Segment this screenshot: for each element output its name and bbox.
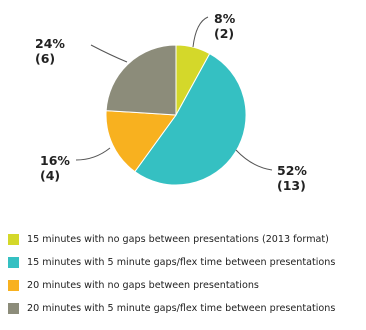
pie-slice-1 <box>134 52 247 186</box>
pie-slice-3 <box>105 44 177 116</box>
leader-line-0 <box>192 16 209 48</box>
legend-swatch <box>8 257 19 268</box>
leader-line-1 <box>235 149 273 171</box>
legend: 15 minutes with no gaps between presenta… <box>8 233 364 325</box>
leader-line-3 <box>90 44 128 63</box>
pie-slices <box>105 44 247 186</box>
legend-item: 20 minutes with 5 minute gaps/flex time … <box>8 302 364 315</box>
legend-swatch <box>8 280 19 291</box>
legend-label: 20 minutes with no gaps between presenta… <box>27 280 259 291</box>
legend-label: 15 minutes with 5 minute gaps/flex time … <box>27 257 336 268</box>
legend-swatch <box>8 234 19 245</box>
legend-label: 15 minutes with no gaps between presenta… <box>27 234 329 245</box>
leader-lines <box>75 16 273 171</box>
slice-label-count-3: (6) <box>35 51 55 66</box>
legend-swatch <box>8 303 19 314</box>
legend-label: 20 minutes with 5 minute gaps/flex time … <box>27 303 336 314</box>
slice-label-count-2: (4) <box>40 168 60 183</box>
pie-slice-2 <box>105 110 177 173</box>
slice-label-percent-0: 8% <box>214 11 236 26</box>
legend-item: 15 minutes with no gaps between presenta… <box>8 233 364 246</box>
slice-label-percent-2: 16% <box>40 153 70 168</box>
slice-label-count-1: (13) <box>277 178 306 193</box>
slice-label-percent-3: 24% <box>35 36 65 51</box>
pie-chart: 8% (2) 52% (13) 16% (4) 24% (6) <box>35 11 307 193</box>
legend-item: 20 minutes with no gaps between presenta… <box>8 279 364 292</box>
slice-label-count-0: (2) <box>214 26 234 41</box>
leader-line-2 <box>75 147 111 161</box>
legend-item: 15 minutes with 5 minute gaps/flex time … <box>8 256 364 269</box>
slice-label-percent-1: 52% <box>277 163 307 178</box>
